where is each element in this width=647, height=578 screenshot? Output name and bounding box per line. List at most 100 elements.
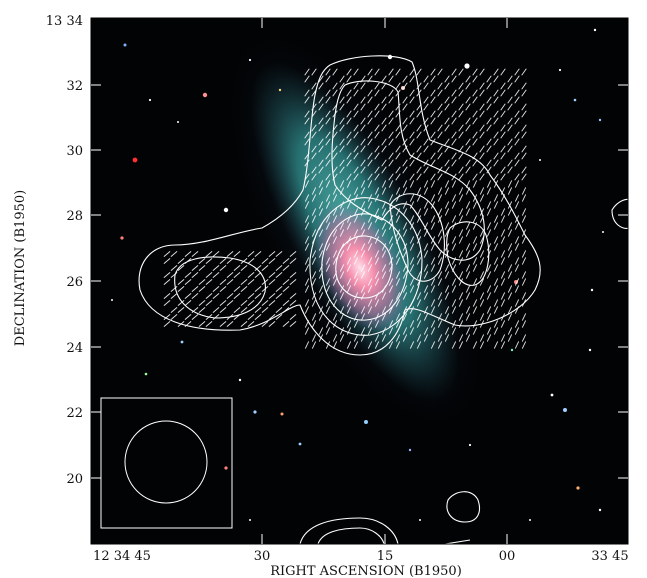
- star: [202, 92, 208, 98]
- polarization-vector: [423, 271, 429, 279]
- polarization-vector: [360, 187, 366, 195]
- polarization-vector: [402, 82, 408, 90]
- polarization-vector: [479, 110, 485, 118]
- polarization-vector: [465, 292, 471, 300]
- polarization-vector: [458, 89, 464, 97]
- polarization-vector: [325, 327, 331, 335]
- polarization-vector: [367, 243, 373, 251]
- polarization-vector: [465, 313, 471, 321]
- polarization-vector: [381, 82, 387, 90]
- polarization-vector: [451, 201, 457, 209]
- polarization-vector: [388, 306, 394, 314]
- polarization-vector: [360, 313, 366, 321]
- polarization-vector: [360, 201, 366, 209]
- polarization-vector: [465, 187, 471, 195]
- polarization-vector: [444, 138, 450, 146]
- polarization-vector: [451, 194, 457, 202]
- polarization-vector: [325, 299, 331, 307]
- polarization-vector: [332, 215, 338, 223]
- polarization-vector: [430, 243, 436, 251]
- polarization-vector: [472, 243, 478, 251]
- polarization-vector: [423, 313, 429, 321]
- polarization-vector: [332, 320, 338, 328]
- polarization-vector: [521, 292, 527, 300]
- polarization-vector: [318, 285, 324, 293]
- polarization-vector: [486, 327, 492, 335]
- polarization-vector: [444, 229, 450, 237]
- polarization-vector: [339, 180, 345, 188]
- polarization-vector: [360, 75, 366, 83]
- polarization-vector: [360, 117, 366, 125]
- polarization-vector: [486, 306, 492, 314]
- polarization-vector: [451, 180, 457, 188]
- polarization-vector: [500, 173, 506, 181]
- polarization-vector: [451, 306, 457, 314]
- polarization-vector: [521, 250, 527, 258]
- star: [123, 43, 127, 47]
- polarization-vector: [304, 215, 310, 223]
- polarization-vector: [479, 166, 485, 174]
- polarization-vector: [367, 89, 373, 97]
- polarization-vector: [318, 159, 324, 167]
- polarization-vector: [163, 314, 171, 320]
- polarization-vector: [444, 285, 450, 293]
- polarization-vector: [444, 124, 450, 132]
- polarization-vector: [423, 243, 429, 251]
- polarization-vector: [521, 334, 527, 342]
- polarization-vector: [521, 257, 527, 265]
- polarization-vector: [388, 257, 394, 265]
- polarization-vector: [486, 334, 492, 342]
- polarization-vector: [423, 208, 429, 216]
- polarization-vector: [437, 278, 443, 286]
- polarization-vector: [416, 292, 422, 300]
- polarization-vector: [311, 278, 317, 286]
- polarization-vector: [486, 180, 492, 188]
- polarization-vector: [374, 257, 380, 265]
- polarization-vector: [388, 320, 394, 328]
- polarization-vector: [430, 138, 436, 146]
- polarization-vector: [367, 278, 373, 286]
- polarization-vector: [514, 215, 520, 223]
- polarization-vector: [304, 222, 310, 230]
- polarization-vector: [521, 229, 527, 237]
- polarization-vector: [388, 152, 394, 160]
- polarization-vector: [486, 75, 492, 83]
- polarization-vector: [247, 258, 255, 264]
- polarization-vector: [247, 272, 255, 278]
- polarization-vector: [444, 334, 450, 342]
- polarization-vector: [374, 208, 380, 216]
- polarization-vector: [381, 117, 387, 125]
- x-tick-label: 33 45: [591, 549, 628, 564]
- tick-marks: [91, 18, 628, 544]
- polarization-vector: [472, 285, 478, 293]
- polarization-vector: [304, 131, 310, 139]
- polarization-vector: [311, 152, 317, 160]
- polarization-vector: [339, 96, 345, 104]
- polarization-vector: [325, 257, 331, 265]
- polarization-vector: [395, 229, 401, 237]
- polarization-vector: [360, 264, 366, 272]
- polarization-vector: [261, 321, 269, 327]
- polarization-vector: [353, 208, 359, 216]
- polarization-vector: [282, 279, 290, 285]
- polarization-vector: [493, 243, 499, 251]
- polarization-vector: [500, 299, 506, 307]
- polarization-vector: [479, 229, 485, 237]
- polarization-vector: [451, 89, 457, 97]
- polarization-vector: [212, 307, 220, 313]
- polarization-vector: [514, 236, 520, 244]
- polarization-vector: [472, 201, 478, 209]
- polarization-vector: [205, 272, 213, 278]
- polarization-vector: [430, 215, 436, 223]
- polarization-vector: [507, 138, 513, 146]
- polarization-vector: [521, 68, 527, 76]
- polarization-vector: [339, 271, 345, 279]
- polarization-vector: [311, 334, 317, 342]
- polarization-vector: [472, 306, 478, 314]
- polarization-vector: [374, 89, 380, 97]
- star: [529, 519, 531, 521]
- polarization-vector: [402, 159, 408, 167]
- polarization-vector: [444, 271, 450, 279]
- polarization-vector: [437, 271, 443, 279]
